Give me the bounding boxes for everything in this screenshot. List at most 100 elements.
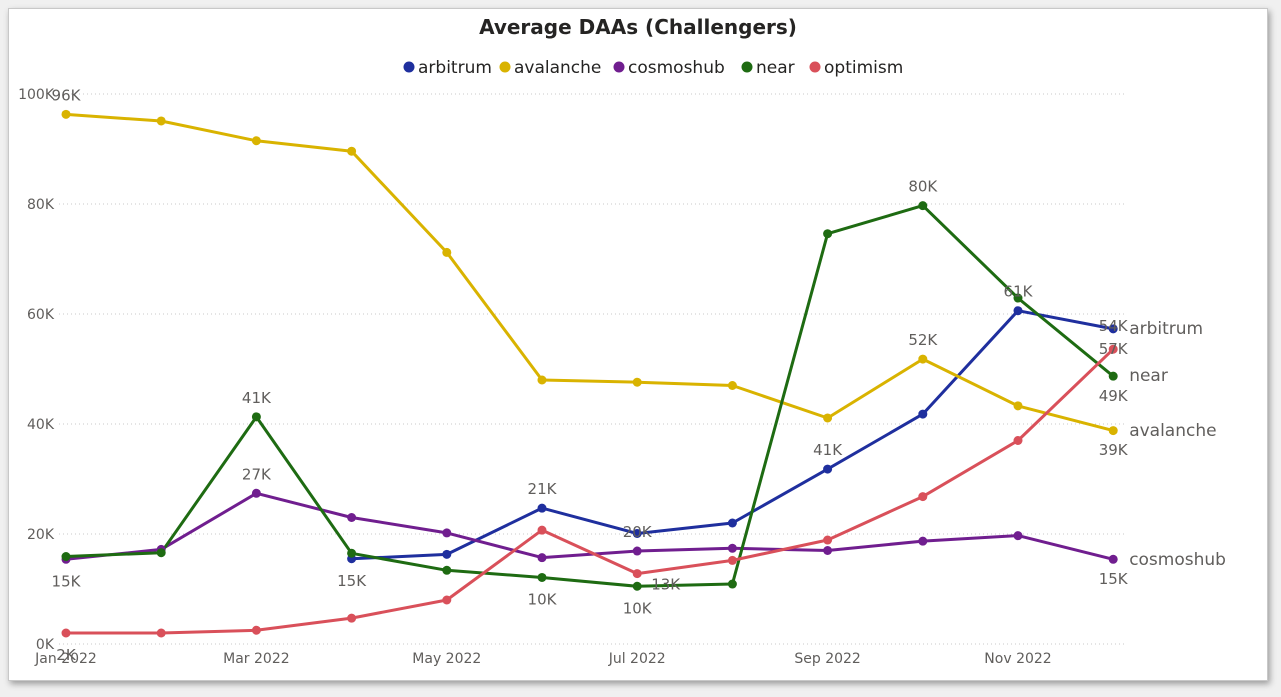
- data-label-arbitrum-2022-04: 15K: [337, 572, 367, 590]
- data-label-near-2022-03: 41K: [242, 389, 272, 407]
- point-near-2022-07: [632, 581, 642, 591]
- end-value-label-avalanche: 39K: [1099, 441, 1129, 459]
- point-near-2022-03: [251, 412, 261, 422]
- data-label-avalanche-2022-10: 52K: [908, 331, 938, 349]
- series-line-near: [65, 204, 1115, 588]
- legend-item-cosmoshub: cosmoshub: [628, 58, 725, 78]
- y-axis: 0K 20K 40K 60K 80K 100K: [18, 87, 55, 653]
- point-optimism-2022-04: [347, 613, 357, 623]
- chart-card: Average DAAs (Challengers) arbitrum avala…: [8, 8, 1268, 681]
- point-near-2022-02: [156, 548, 166, 558]
- legend-item-near: near: [756, 58, 795, 78]
- legend-item-avalanche: avalanche: [514, 58, 601, 78]
- point-optimism-2022-05: [442, 595, 452, 605]
- data-labels: 15K 21K 41K 61K 96K 52K 15K 27K 20K 41K 10K 10K 80K 2…: [52, 86, 1226, 664]
- end-value-label-near: 49K: [1099, 387, 1129, 405]
- point-near-2022-10: [918, 201, 928, 211]
- point-avalanche-2022-03: [251, 136, 261, 146]
- chart-title: Average DAAs (Challengers): [479, 15, 797, 39]
- point-cosmoshub-2022-11: [1013, 531, 1023, 541]
- data-label-arbitrum-2022-11: 61K: [1004, 283, 1034, 301]
- point-optimism-2022-07: [632, 569, 642, 579]
- end-series-label-cosmoshub: cosmoshub: [1129, 550, 1226, 570]
- point-optimism-2022-12: [1108, 344, 1118, 354]
- legend-marker-arbitrum: [403, 61, 415, 73]
- point-optimism-2022-11: [1013, 436, 1023, 445]
- legend-marker-avalanche: [499, 61, 511, 73]
- point-cosmoshub-2022-10: [918, 536, 928, 546]
- legend: arbitrum avalanche cosmoshub near optimism: [403, 58, 903, 78]
- point-avalanche-2022-12: [1108, 426, 1118, 436]
- y-tick-20k: 20K: [27, 527, 55, 543]
- data-label-arbitrum-2022-09: 41K: [813, 441, 843, 459]
- data-label-near-2022-10: 80K: [908, 178, 938, 196]
- data-label-optimism-2022-07: 13K: [651, 576, 681, 594]
- point-avalanche-2022-07: [632, 377, 642, 387]
- point-cosmoshub-2022-03: [251, 488, 261, 498]
- point-arbitrum-2022-12: [1108, 324, 1118, 334]
- end-value-label-arbitrum: 54K: [1099, 317, 1129, 335]
- point-optimism-2022-09: [823, 535, 833, 545]
- point-cosmoshub-2022-09: [823, 546, 833, 555]
- legend-item-optimism: optimism: [824, 58, 903, 78]
- data-label-cosmoshub-2022-01: 15K: [52, 572, 82, 590]
- point-near-2022-01: [61, 552, 71, 562]
- y-tick-80k: 80K: [27, 197, 55, 213]
- point-near-2022-06: [537, 572, 547, 582]
- point-arbitrum-2022-09: [823, 464, 833, 474]
- series-line-cosmoshub: [65, 491, 1114, 561]
- point-optimism-2022-06: [537, 525, 547, 535]
- point-arbitrum-2022-05: [442, 549, 452, 559]
- point-cosmoshub-2022-08: [727, 543, 737, 553]
- data-label-arbitrum-2022-06: 21K: [528, 480, 558, 498]
- data-label-near-2022-07: 10K: [623, 599, 653, 617]
- end-value-label-cosmoshub: 15K: [1099, 570, 1129, 588]
- point-avalanche-2022-02: [156, 116, 166, 126]
- gridlines: [59, 93, 1127, 645]
- point-avalanche-2022-06: [537, 375, 547, 385]
- point-cosmoshub-2022-12: [1108, 554, 1118, 564]
- legend-item-arbitrum: arbitrum: [418, 58, 492, 78]
- point-arbitrum-2022-07: [632, 528, 642, 538]
- point-arbitrum-2022-08: [727, 518, 737, 528]
- legend-marker-cosmoshub: [613, 61, 625, 73]
- line-chart: Average DAAs (Challengers) arbitrum avala…: [18, 15, 1226, 667]
- x-tick-sep-2022: Sep 2022: [794, 651, 860, 667]
- legend-marker-near: [741, 61, 753, 73]
- point-avalanche-2022-08: [727, 381, 737, 390]
- x-tick-jul-2022: Jul 2022: [608, 651, 666, 667]
- y-tick-0k: 0K: [36, 637, 55, 653]
- point-cosmoshub-2022-06: [537, 553, 547, 563]
- x-tick-mar-2022: Mar 2022: [223, 651, 290, 667]
- point-near-2022-12: [1108, 371, 1118, 381]
- series-points: [61, 109, 1118, 638]
- point-near-2022-04: [347, 548, 357, 558]
- y-tick-40k: 40K: [27, 417, 55, 433]
- data-label-cosmoshub-2022-07: 20K: [623, 523, 653, 541]
- point-avalanche-2022-11: [1013, 401, 1023, 411]
- data-label-near-2022-06: 10K: [528, 590, 558, 608]
- point-optimism-2022-10: [918, 492, 928, 502]
- point-cosmoshub-2022-07: [632, 546, 642, 556]
- point-avalanche-2022-05: [442, 247, 452, 257]
- point-arbitrum-2022-06: [537, 503, 547, 513]
- point-near-2022-09: [823, 229, 833, 239]
- y-tick-100k: 100K: [18, 87, 55, 103]
- point-arbitrum-2022-11: [1013, 306, 1023, 316]
- point-optimism-2022-03: [251, 625, 261, 635]
- series-line-avalanche: [65, 112, 1114, 433]
- x-tick-jan-2022: Jan 2022: [34, 651, 97, 667]
- point-near-2022-08: [727, 579, 737, 589]
- legend-marker-optimism: [809, 61, 821, 73]
- x-tick-nov-2022: Nov 2022: [984, 651, 1051, 667]
- series-line-optimism: [66, 348, 1115, 635]
- point-optimism-2022-08: [727, 555, 737, 565]
- end-series-label-near: near: [1129, 366, 1168, 386]
- point-optimism-2022-01: [61, 628, 71, 638]
- point-cosmoshub-2022-04: [347, 513, 357, 522]
- point-arbitrum-2022-10: [918, 409, 928, 419]
- point-cosmoshub-2022-05: [442, 528, 452, 538]
- point-near-2022-05: [442, 565, 452, 575]
- point-avalanche-2022-04: [347, 146, 357, 156]
- point-avalanche-2022-10: [918, 354, 928, 364]
